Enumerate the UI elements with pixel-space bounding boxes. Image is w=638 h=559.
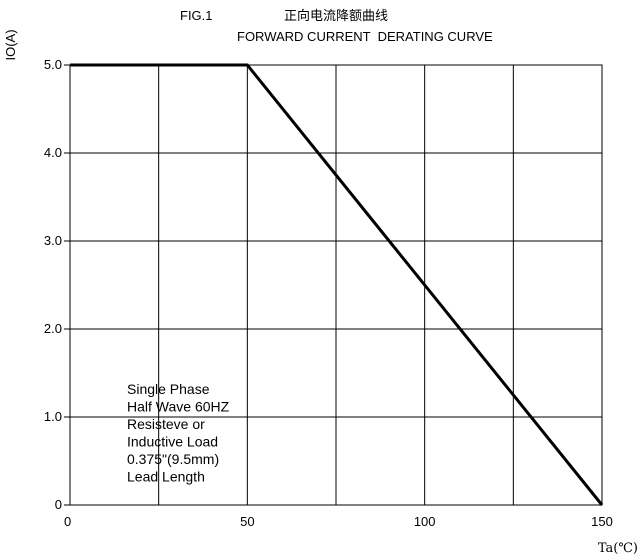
x-tick-label: 100 <box>414 514 436 529</box>
annotation-line: Inductive Load <box>127 434 218 450</box>
chart-title: FORWARD CURRENT DERATING CURVE <box>237 29 493 44</box>
annotation-line: Resisteve or <box>127 416 205 432</box>
x-axis-label: Ta(℃) <box>598 541 638 556</box>
y-tick-label: 0 <box>55 497 62 512</box>
y-tick-label: 4.0 <box>44 145 62 160</box>
x-tick-label: 0 <box>64 514 71 529</box>
figure-label: FIG.1 <box>180 8 213 23</box>
y-tick-label: 2.0 <box>44 321 62 336</box>
derating-curve <box>70 63 604 506</box>
annotation-line: Half Wave 60HZ <box>127 399 230 415</box>
x-tick-labels: 0 50 100 150 <box>64 514 613 529</box>
series-layer <box>70 63 604 506</box>
annotation-line: Single Phase <box>127 381 210 397</box>
plot-frame <box>69 64 603 506</box>
x-tick-label: 150 <box>591 514 613 529</box>
chart-title-chinese: 正向电流降额曲线 <box>284 8 388 24</box>
y-tick-label: 3.0 <box>44 233 62 248</box>
grid-lines <box>70 65 602 505</box>
y-tick-label: 1.0 <box>44 409 62 424</box>
y-tick-labels: 0 1.0 2.0 3.0 4.0 5.0 <box>44 57 70 512</box>
annotation-line: 0.375"(9.5mm) <box>127 451 219 467</box>
y-axis-label: IO(A) <box>3 29 18 60</box>
x-tick-label: 50 <box>240 514 254 529</box>
y-tick-label: 5.0 <box>44 57 62 72</box>
annotation-line: Lead Length <box>127 469 205 485</box>
